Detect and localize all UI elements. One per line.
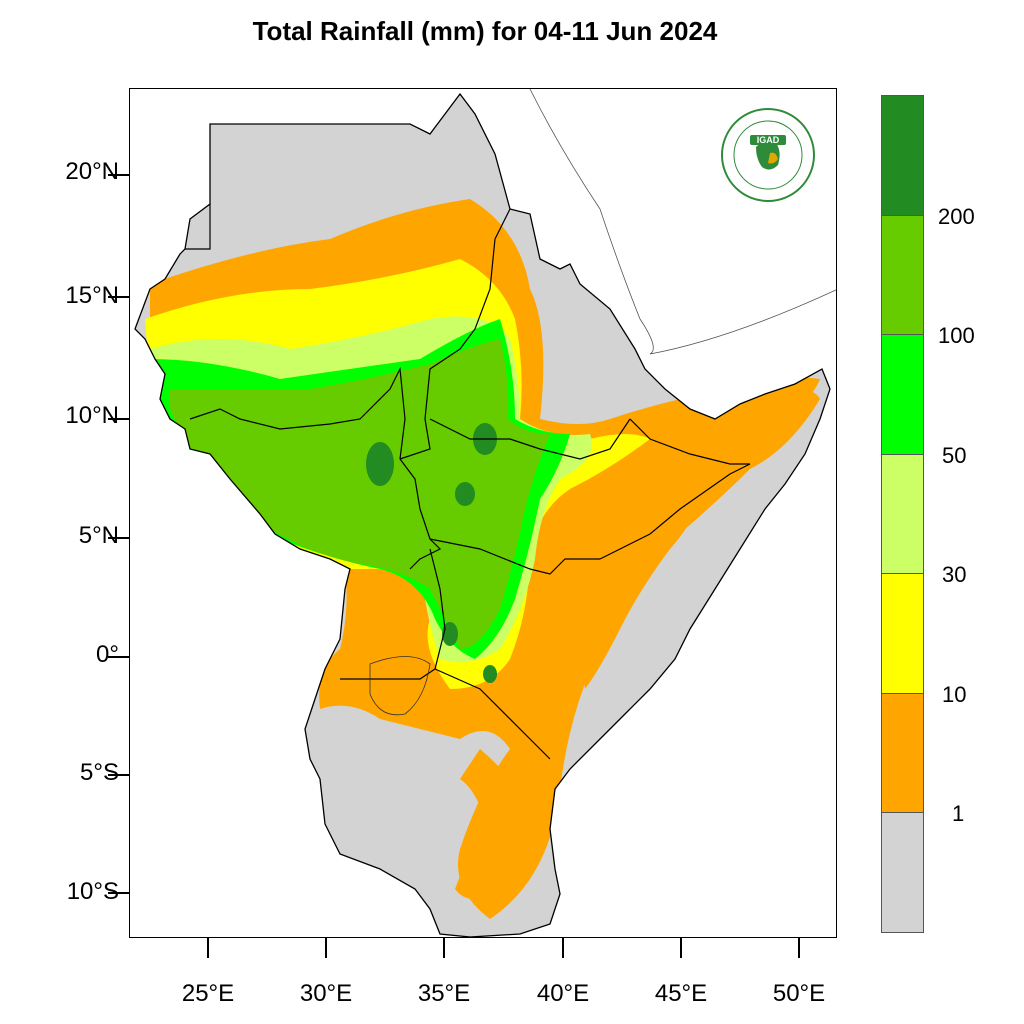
lat-tick [108,174,129,176]
country-borders [185,204,751,760]
rain-over-200mm [442,622,458,646]
legend-swatch-1-10 [882,694,923,813]
lat-tick [108,656,129,658]
legend-label-50: 50 [942,443,967,468]
legend-label-100: 100 [938,323,975,348]
map-title: Total Rainfall (mm) for 04-11 Jun 2024 [252,16,718,46]
lake-victoria [369,656,431,716]
igad-emblem: IGAD [721,108,815,202]
map-panel [129,88,837,938]
lat-tick [108,296,129,298]
legend-swatch-over-200 [882,96,923,216]
lon-label-30e: 30°E [299,980,353,1007]
legend-label-1: 1 [952,801,965,826]
lat-label-20n: 20°N [65,158,119,185]
lon-label-40e: 40°E [536,980,590,1007]
lon-tick [443,938,445,958]
lon-tick [325,938,327,958]
lat-label-0: 0° [96,641,119,668]
legend-label-200: 200 [938,204,975,229]
rain-over-200mm [366,442,394,486]
lat-label-10n: 10°N [65,402,119,429]
rain-over-200mm [455,482,475,506]
legend-colorbar [881,95,924,933]
rain-1-10mm [583,469,710,689]
legend-label-30: 30 [942,562,967,587]
rain-1-10mm [455,749,530,899]
legend-label-10: 10 [942,682,967,707]
lat-tick [108,892,129,894]
lon-label-45e: 45°E [654,980,708,1007]
igad-logo: IGAD [718,107,818,203]
coastline [134,92,831,937]
rain-100-200mm [170,339,550,649]
legend-swatch-50-100 [882,335,923,455]
lon-tick [680,938,682,958]
lat-tick [108,537,129,539]
arabia-outline [529,89,836,355]
lon-tick [798,938,800,958]
rainfall-map [134,89,836,937]
lon-tick [207,938,209,958]
logo-text: IGAD [757,135,780,145]
lon-label-25e: 25°E [181,980,235,1007]
legend-swatch-under-1 [882,813,923,932]
lat-label-15n: 15°N [65,282,119,309]
lon-label-35e: 35°E [417,980,471,1007]
lat-label-5s: 5°S [80,759,119,786]
lat-label-10s: 10°S [66,878,119,905]
lat-label-5n: 5°N [78,522,119,549]
legend-swatch-10-30 [882,574,923,694]
rain-over-200mm [483,665,497,683]
rainfall-contours [145,199,820,919]
legend-swatch-30-50 [882,455,923,574]
lat-tick [108,774,129,776]
lon-label-50e: 50°E [772,980,826,1007]
lat-tick [108,418,129,420]
legend-swatch-100-200 [882,216,923,335]
lon-tick [562,938,564,958]
